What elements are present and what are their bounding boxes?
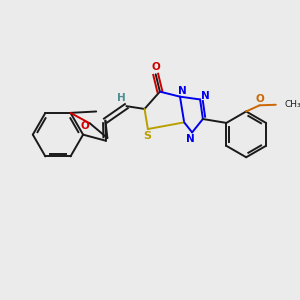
- Text: CH₃: CH₃: [284, 100, 300, 109]
- Text: N: N: [201, 91, 209, 101]
- Text: N: N: [178, 85, 187, 95]
- Text: H: H: [117, 93, 126, 103]
- Text: O: O: [256, 94, 265, 104]
- Text: N: N: [186, 134, 195, 144]
- Text: O: O: [151, 62, 160, 72]
- Text: O: O: [80, 121, 89, 131]
- Text: S: S: [143, 131, 151, 141]
